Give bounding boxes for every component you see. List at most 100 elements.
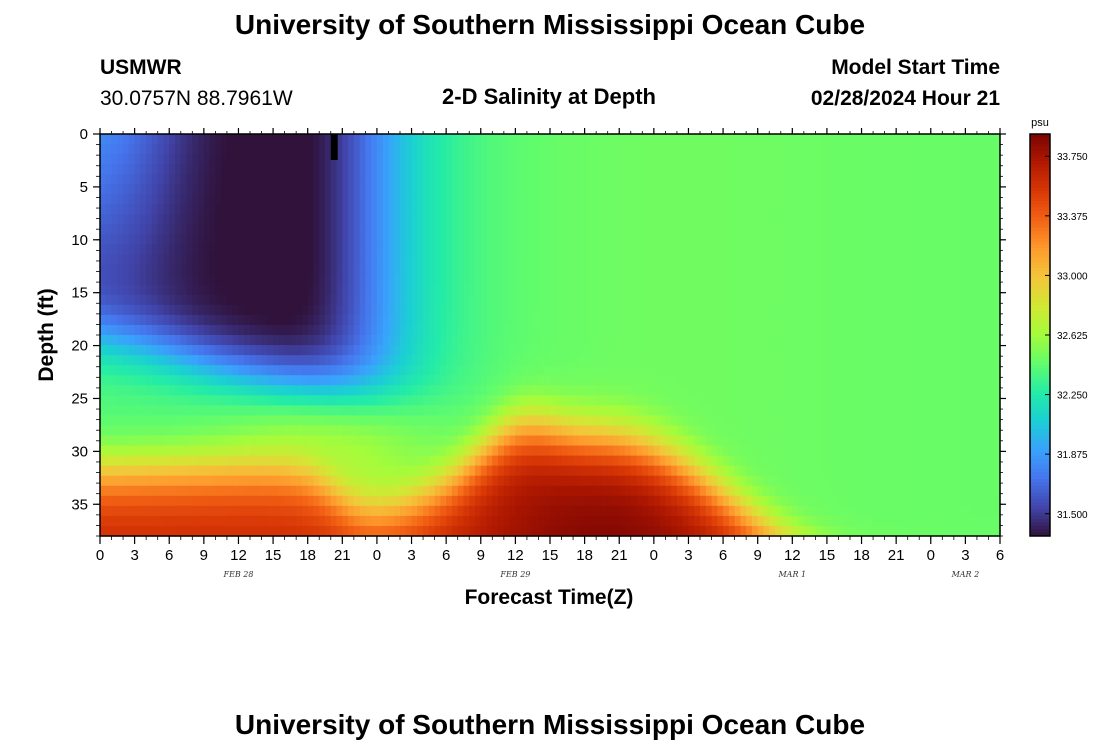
- heatmap-cell: [192, 294, 199, 306]
- heatmap-cell: [642, 445, 649, 457]
- heatmap-cell: [192, 505, 199, 517]
- heatmap-cell: [255, 495, 263, 507]
- heatmap-cell: [284, 264, 291, 276]
- heatmap-cell: [128, 445, 136, 457]
- heatmap-cell: [348, 445, 355, 457]
- heatmap-cell: [382, 314, 390, 326]
- heatmap-cell: [319, 525, 326, 537]
- heatmap-cell: [296, 335, 303, 346]
- heatmap-cell: [538, 355, 545, 366]
- heatmap-cell: [613, 365, 620, 376]
- heatmap-cell: [221, 304, 228, 316]
- heatmap-cell: [192, 234, 199, 246]
- heatmap-cell: [561, 284, 568, 296]
- heatmap-cell: [157, 284, 165, 296]
- heatmap-cell: [244, 134, 251, 145]
- heatmap-cell: [301, 214, 309, 226]
- heatmap-cell: [405, 194, 413, 205]
- heatmap-cell: [255, 154, 263, 165]
- heatmap-cell: [105, 294, 113, 306]
- heatmap-cell: [498, 425, 505, 437]
- heatmap-cell: [105, 304, 113, 316]
- heatmap-cell: [134, 134, 141, 145]
- heatmap-cell: [700, 435, 707, 447]
- heatmap-cell: [411, 284, 418, 296]
- heatmap-cell: [694, 415, 701, 427]
- heatmap-cell: [371, 485, 378, 497]
- heatmap-cell: [255, 335, 263, 346]
- heatmap-cell: [538, 495, 545, 507]
- heatmap-cell: [734, 415, 741, 427]
- heatmap-cell: [786, 314, 793, 326]
- heatmap-cell: [342, 335, 349, 346]
- heatmap-cell: [786, 405, 793, 416]
- heatmap-cell: [590, 465, 597, 477]
- heatmap-cell: [325, 194, 332, 205]
- heatmap-cell: [492, 375, 499, 386]
- heatmap-cell: [676, 324, 684, 336]
- heatmap-cell: [359, 335, 366, 346]
- heatmap-cell: [446, 345, 453, 356]
- heatmap-cell: [451, 304, 459, 316]
- heatmap-cell: [307, 274, 315, 286]
- heatmap-cell: [492, 164, 499, 175]
- heatmap-cell: [607, 365, 615, 376]
- heatmap-cell: [659, 284, 666, 296]
- heatmap-cell: [751, 204, 759, 215]
- heatmap-cell: [717, 284, 724, 296]
- heatmap-cell: [198, 294, 205, 306]
- heatmap-cell: [226, 274, 234, 286]
- heatmap-cell: [400, 184, 407, 195]
- heatmap-cell: [267, 204, 274, 215]
- heatmap-cell: [526, 445, 534, 457]
- heatmap-cell: [555, 525, 563, 537]
- heatmap-cell: [405, 515, 413, 527]
- heatmap-cell: [751, 234, 759, 246]
- heatmap-cell: [550, 214, 557, 226]
- heatmap-cell: [175, 435, 182, 447]
- heatmap-cell: [411, 234, 418, 246]
- heatmap-cell: [503, 505, 511, 517]
- heatmap-cell: [353, 375, 361, 386]
- heatmap-cell: [313, 405, 320, 416]
- heatmap-cell: [775, 304, 782, 316]
- heatmap-cell: [509, 355, 516, 366]
- heatmap-cell: [394, 314, 401, 326]
- heatmap-cell: [157, 174, 165, 185]
- heatmap-cell: [480, 505, 488, 517]
- heatmap-cell: [105, 234, 113, 246]
- heatmap-cell: [751, 475, 759, 487]
- heatmap-cell: [613, 164, 620, 175]
- heatmap-cell: [180, 485, 188, 497]
- heatmap-cell: [261, 475, 268, 487]
- heatmap-cell: [601, 144, 609, 155]
- heatmap-cell: [123, 284, 130, 296]
- heatmap-cell: [665, 365, 672, 376]
- heatmap-cell: [590, 525, 597, 537]
- heatmap-cell: [740, 224, 747, 236]
- heatmap-cell: [757, 515, 765, 527]
- heatmap-cell: [273, 425, 280, 437]
- heatmap-cell: [394, 505, 401, 517]
- heatmap-cell: [809, 475, 816, 487]
- heatmap-cell: [313, 345, 320, 356]
- heatmap-cell: [376, 264, 384, 276]
- heatmap-cell: [798, 274, 805, 286]
- heatmap-cell: [411, 475, 418, 487]
- heatmap-cell: [428, 274, 436, 286]
- heatmap-cell: [157, 365, 165, 376]
- heatmap-cell: [400, 264, 407, 276]
- heatmap-cell: [273, 284, 280, 296]
- heatmap-cell: [538, 415, 545, 427]
- heatmap-cell: [146, 395, 153, 406]
- heatmap-cell: [636, 375, 643, 386]
- heatmap-cell: [717, 485, 724, 497]
- heatmap-cell: [123, 244, 130, 256]
- heatmap-cell: [550, 435, 557, 447]
- heatmap-cell: [648, 284, 655, 296]
- heatmap-cell: [711, 375, 718, 386]
- heatmap-cell: [226, 515, 234, 527]
- heatmap-cell: [180, 194, 188, 205]
- heatmap-cell: [325, 505, 332, 517]
- heatmap-cell: [671, 194, 678, 205]
